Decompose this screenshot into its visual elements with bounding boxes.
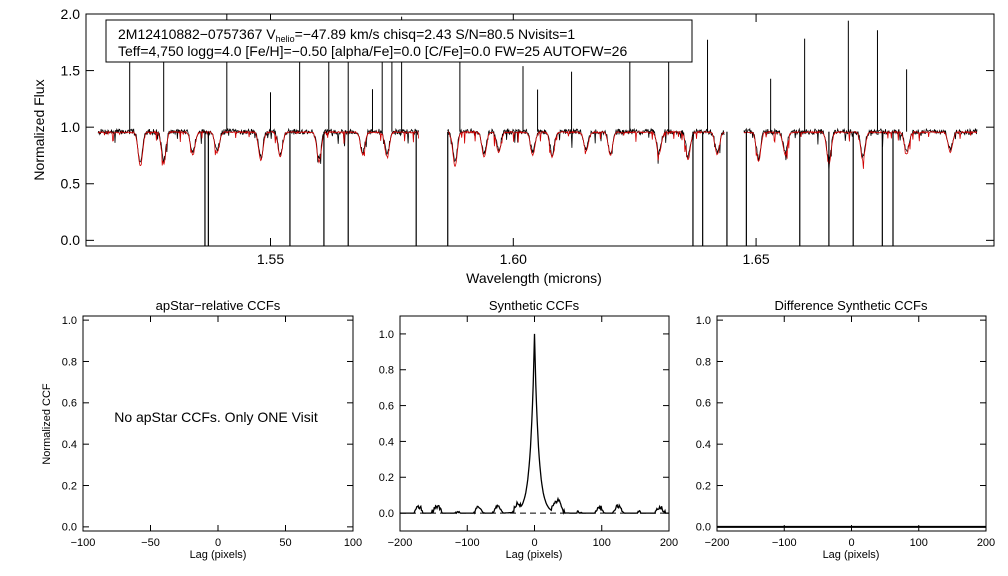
apstar-ccf-title: apStar−relative CCFs <box>156 298 281 313</box>
y-tick-label: 1.0 <box>61 119 81 135</box>
apstar-ccf-ticks: −100 −50 0 50 100 0.0 0.2 0.4 0.6 0.8 1.0 <box>62 315 362 549</box>
difference-ccf-title: Difference Synthetic CCFs <box>775 298 928 313</box>
x-tick-label: −200 <box>705 537 730 549</box>
synthetic-ccf-lines <box>399 333 669 516</box>
spectrum-axes-frame <box>85 13 995 247</box>
y-tick-label: 0.2 <box>696 480 711 492</box>
x-tick-label: 100 <box>910 537 928 549</box>
x-tick-label: −100 <box>71 537 96 549</box>
y-tick-label: 1.0 <box>379 329 394 341</box>
model-spectrum-line <box>97 130 419 167</box>
synthetic-ccf-xlabel: Lag (pixels) <box>506 549 563 561</box>
difference-ccf-xlabel: Lag (pixels) <box>823 549 880 561</box>
y-tick-label: 0.4 <box>696 439 711 451</box>
model-spectrum-line <box>743 130 978 169</box>
x-tick-label: −200 <box>388 537 413 549</box>
x-tick-label: 1.55 <box>257 251 284 267</box>
x-tick-label: 0 <box>848 537 854 549</box>
y-tick-label: 0.0 <box>62 522 77 534</box>
y-tick-label: 0.0 <box>696 522 711 534</box>
apstar-ccf-message: No apStar CCFs. Only ONE Visit <box>114 409 318 425</box>
x-tick-label: 1.60 <box>500 251 527 267</box>
apstar-ccf-panel: apStar−relative CCFs −100 −50 0 50 100 0.0 0.2… <box>41 298 362 561</box>
x-tick-label: 0 <box>531 537 537 549</box>
y-tick-label: 0.0 <box>61 232 81 248</box>
model-spectrum-line <box>447 130 725 167</box>
y-tick-label: 0.6 <box>62 398 77 410</box>
y-tick-label: 0.2 <box>379 472 394 484</box>
spectrum-ylabel: Normalized Flux <box>31 79 47 180</box>
x-tick-label: 200 <box>660 537 678 549</box>
y-tick-label: 0.6 <box>379 400 394 412</box>
y-tick-label: 0.0 <box>379 508 394 520</box>
difference-ccf-panel: Difference Synthetic CCFs −200 −100 0 100 20… <box>696 298 995 561</box>
y-tick-label: 0.6 <box>696 398 711 410</box>
y-tick-label: 0.8 <box>62 356 77 368</box>
y-tick-label: 0.4 <box>62 439 77 451</box>
x-tick-label: 0 <box>215 537 221 549</box>
y-tick-label: 0.5 <box>61 176 81 192</box>
x-tick-label: 200 <box>977 537 995 549</box>
apstar-ccf-ylabel: Normalized CCF <box>41 383 53 465</box>
x-tick-label: 100 <box>593 537 611 549</box>
x-tick-label: −50 <box>141 537 160 549</box>
synthetic-ccf-line <box>399 333 669 516</box>
spectrum-info-box <box>105 19 693 63</box>
y-tick-label: 1.0 <box>62 315 77 327</box>
spectrum-xlabel: Wavelength (microns) <box>466 270 602 286</box>
x-tick-label: −100 <box>772 537 797 549</box>
synthetic-ccf-title: Synthetic CCFs <box>489 298 580 313</box>
y-tick-label: 0.4 <box>379 436 394 448</box>
spectrum-info-line2: Teff=4,750 logg=4.0 [Fe/H]=−0.50 [alpha/… <box>118 43 627 59</box>
y-tick-label: 0.2 <box>62 480 77 492</box>
y-tick-label: 0.8 <box>379 365 394 377</box>
difference-ccf-ticks: −200 −100 0 100 200 0.0 0.2 0.4 0.6 0.8 1.0 <box>696 315 995 549</box>
x-tick-label: 1.65 <box>742 251 769 267</box>
x-tick-label: 100 <box>344 537 362 549</box>
y-tick-label: 1.5 <box>61 62 81 78</box>
y-tick-label: 2.0 <box>61 6 81 22</box>
x-tick-label: 50 <box>279 537 291 549</box>
apstar-ccf-xlabel: Lag (pixels) <box>190 549 247 561</box>
y-tick-label: 0.8 <box>696 356 711 368</box>
x-tick-label: −100 <box>455 537 480 549</box>
y-tick-label: 1.0 <box>696 315 711 327</box>
spectrum-info-line1: 2M12410882−0757367 Vhelio=−47.89 km/s ch… <box>118 26 575 44</box>
spectrum-ticks: 1.55 1.60 1.65 0.0 0.5 1.0 1.5 2.0 <box>61 6 994 267</box>
difference-ccf-axes-frame <box>716 315 987 532</box>
spectrum-panel: 1.55 1.60 1.65 0.0 0.5 1.0 1.5 2.0 2M12410882−0… <box>31 6 995 286</box>
synthetic-ccf-panel: Synthetic CCFs −200 −100 0 100 200 0.0 0.2 0.4 0… <box>379 298 678 561</box>
synthetic-ccf-ticks: −200 −100 0 100 200 0.0 0.2 0.4 0.6 0.8 1.0 <box>379 316 678 549</box>
